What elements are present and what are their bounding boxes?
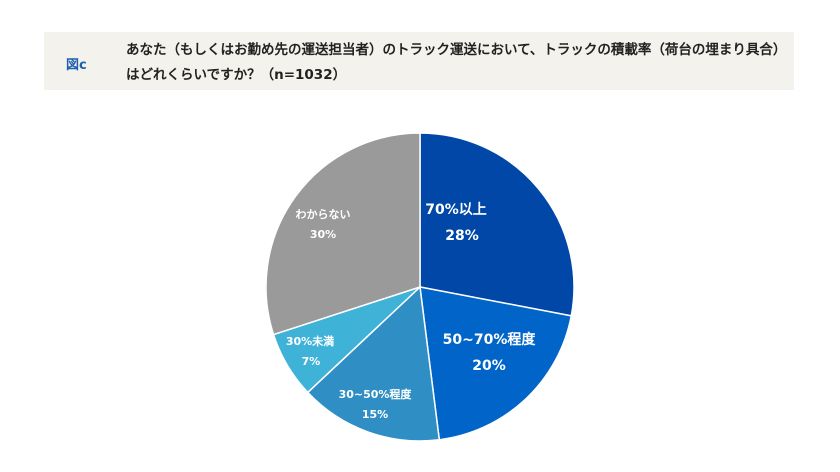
slice-label-30-50: 30~50%程度 (339, 387, 413, 401)
figure-label: 図c (66, 58, 87, 73)
slice-label-50-70: 50~70%程度 (443, 331, 537, 348)
slice-label-unknown: わからない (296, 208, 351, 221)
question-text: あなた（もしくはお勤め先の運送担当者）のトラック運送において、トラックの積載率（… (126, 42, 780, 83)
slice-30-50 (306, 285, 441, 442)
question-header: 図c あなた（もしくはお勤め先の運送担当者）のトラック運送において、トラックの積… (44, 32, 794, 90)
slice-value-under-30: 7% (302, 355, 321, 368)
slice-value-30-50: 15% (362, 408, 388, 421)
slice-label-under-30: 30%未満 (286, 334, 334, 348)
pie-slices (265, 132, 575, 442)
slice-value-unknown: 30% (310, 228, 336, 241)
slice-value-50-70: 20% (472, 358, 506, 374)
slice-unknown (265, 132, 421, 336)
slice-label-70-plus: 70%以上 (425, 202, 487, 218)
slice-70-plus (419, 132, 575, 317)
slice-value-70-plus: 28% (445, 228, 479, 244)
slice-50-70 (419, 286, 573, 441)
